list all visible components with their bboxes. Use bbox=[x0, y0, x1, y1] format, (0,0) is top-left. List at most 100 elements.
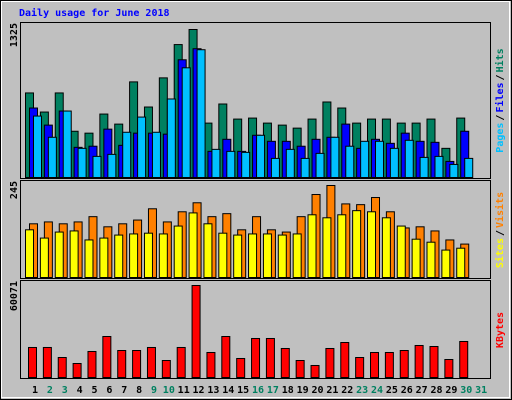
bar bbox=[166, 98, 176, 178]
bar bbox=[270, 157, 280, 179]
bar bbox=[143, 232, 153, 278]
bar bbox=[233, 234, 243, 279]
x-tick-label: 13 bbox=[207, 385, 219, 396]
bar bbox=[285, 148, 295, 179]
bar bbox=[389, 147, 399, 178]
bar bbox=[280, 347, 290, 378]
legend-entry: Visits bbox=[494, 192, 506, 228]
legend-entry: Files bbox=[494, 82, 506, 112]
bar bbox=[399, 349, 409, 379]
bar bbox=[72, 363, 82, 378]
bar bbox=[251, 337, 261, 378]
bar bbox=[69, 230, 79, 279]
bar bbox=[25, 229, 34, 279]
bar bbox=[102, 336, 112, 379]
bar bbox=[340, 342, 350, 378]
chart-title: Daily usage for June 2018 bbox=[19, 7, 170, 19]
x-tick-label: 6 bbox=[106, 385, 112, 396]
bar bbox=[218, 232, 228, 278]
bar bbox=[396, 225, 406, 278]
y-tick-label: 245 bbox=[9, 181, 20, 199]
x-tick-label: 26 bbox=[401, 385, 413, 396]
legend-separator: / bbox=[495, 74, 506, 80]
bar bbox=[196, 49, 206, 178]
bar bbox=[330, 136, 340, 178]
bar bbox=[137, 116, 147, 178]
x-tick-label: 19 bbox=[297, 385, 309, 396]
x-tick-label: 30 bbox=[460, 385, 472, 396]
bar bbox=[292, 233, 302, 278]
x-tick-label: 3 bbox=[62, 385, 68, 396]
bar bbox=[99, 237, 109, 278]
bar bbox=[404, 139, 414, 179]
bar bbox=[151, 131, 161, 179]
bar bbox=[429, 346, 439, 378]
bar bbox=[434, 155, 444, 178]
bar bbox=[381, 217, 391, 279]
bar bbox=[211, 148, 221, 179]
bar bbox=[84, 239, 94, 278]
legend: Pages / Files / Hits bbox=[494, 48, 506, 152]
x-tick-label: 11 bbox=[178, 385, 190, 396]
bar bbox=[449, 163, 459, 178]
x-tick-label: 23 bbox=[356, 385, 368, 396]
y-tick-label: 1325 bbox=[9, 23, 20, 47]
bar bbox=[132, 349, 142, 379]
bar bbox=[77, 147, 87, 178]
bar bbox=[262, 233, 272, 278]
x-tick-label: 4 bbox=[77, 385, 83, 396]
bar bbox=[158, 233, 168, 278]
x-tick-label: 22 bbox=[341, 385, 353, 396]
bar bbox=[47, 136, 57, 178]
x-tick-label: 9 bbox=[151, 385, 157, 396]
bar bbox=[161, 360, 171, 379]
x-tick-label: 16 bbox=[252, 385, 264, 396]
bar bbox=[241, 151, 251, 178]
bar bbox=[173, 225, 183, 278]
x-tick-label: 10 bbox=[163, 385, 175, 396]
x-tick-label: 29 bbox=[445, 385, 457, 396]
bar bbox=[444, 359, 454, 379]
bar bbox=[375, 140, 385, 179]
x-tick-label: 15 bbox=[237, 385, 249, 396]
legend-entry: KBytes bbox=[495, 312, 506, 348]
bar bbox=[42, 346, 52, 378]
x-tick-label: 17 bbox=[267, 385, 279, 396]
legend-separator: / bbox=[495, 115, 506, 121]
x-tick-label: 1 bbox=[32, 385, 38, 396]
bar bbox=[176, 346, 186, 378]
bar bbox=[322, 217, 332, 279]
bar bbox=[181, 67, 191, 178]
bar bbox=[456, 247, 466, 279]
bar bbox=[367, 211, 377, 279]
bar bbox=[256, 134, 266, 178]
bar bbox=[129, 233, 139, 278]
legend-entry: Pages bbox=[495, 123, 506, 153]
bar bbox=[28, 346, 37, 378]
x-tick-label: 21 bbox=[326, 385, 338, 396]
bar bbox=[92, 155, 102, 178]
bar bbox=[265, 337, 275, 378]
x-tick-label: 28 bbox=[430, 385, 442, 396]
bar bbox=[459, 340, 469, 378]
bar bbox=[414, 344, 424, 378]
x-tick-label: 27 bbox=[416, 385, 428, 396]
bar bbox=[39, 237, 49, 278]
x-tick-label: 31 bbox=[475, 385, 487, 396]
bar bbox=[352, 210, 362, 278]
x-tick-label: 12 bbox=[193, 385, 205, 396]
bar bbox=[203, 223, 213, 279]
bar bbox=[345, 145, 355, 179]
x-tick-label: 20 bbox=[312, 385, 324, 396]
bar bbox=[315, 152, 325, 179]
bar bbox=[226, 150, 236, 178]
bar bbox=[355, 356, 365, 378]
x-tick-label: 7 bbox=[121, 385, 127, 396]
bar bbox=[300, 157, 310, 179]
x-tick-label: 5 bbox=[91, 385, 97, 396]
bar bbox=[310, 364, 320, 379]
bar bbox=[62, 110, 72, 178]
bar bbox=[107, 153, 117, 179]
legend: KBytes bbox=[495, 312, 506, 348]
